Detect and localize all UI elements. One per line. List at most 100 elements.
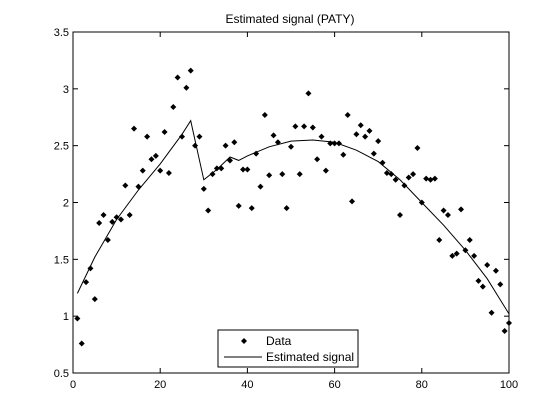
plot-layer [74, 67, 512, 347]
x-tick-label: 60 [328, 379, 340, 391]
x-tick-label: 0 [70, 379, 76, 391]
data-point [209, 171, 216, 178]
data-point [458, 206, 465, 213]
x-tick-label: 40 [241, 379, 253, 391]
data-point [431, 175, 438, 182]
plot-area [73, 32, 509, 373]
data-point [466, 237, 473, 244]
data-point [165, 169, 172, 176]
legend: Data Estimated signal [217, 329, 359, 368]
data-point [257, 183, 264, 190]
data-point [353, 131, 360, 138]
data-point [152, 152, 159, 159]
data-point [157, 167, 164, 174]
data-point [213, 165, 220, 172]
data-point [148, 156, 155, 163]
data-point [340, 151, 347, 158]
data-point [375, 138, 382, 145]
y-tick-label: 1.5 [54, 254, 69, 266]
data-point [397, 212, 403, 219]
data-point [83, 279, 90, 286]
data-point [296, 171, 303, 178]
data-point [344, 111, 351, 118]
data-point [288, 143, 294, 150]
data-point [301, 123, 308, 130]
data-point [205, 207, 212, 214]
x-tick-label: 20 [154, 379, 166, 391]
data-point [484, 262, 491, 269]
plot-frame [72, 31, 510, 374]
data-point [170, 104, 177, 111]
data-point [309, 124, 316, 131]
data-point [318, 133, 325, 140]
data-point [122, 182, 129, 189]
legend-label-estimated-signal: Estimated signal [266, 350, 354, 364]
y-tick-label: 2 [63, 198, 69, 210]
data-point [100, 212, 107, 219]
data-point [497, 281, 504, 288]
data-point [427, 176, 434, 183]
y-tick-label: 2.5 [54, 141, 69, 153]
axis-ticks: 0 20 40 60 80 100 0.5 1 1.5 2 2.5 3 3.5 [54, 27, 518, 391]
data-point [292, 123, 299, 130]
data-point [261, 111, 268, 118]
data-point [161, 129, 168, 136]
data-point [423, 175, 430, 182]
data-point [401, 182, 408, 189]
data-point [283, 205, 290, 212]
data-point [174, 74, 181, 81]
data-point [240, 166, 247, 173]
data-point [322, 167, 329, 174]
data-point [383, 169, 390, 176]
data-point [196, 133, 203, 140]
y-tick-label: 0.5 [54, 368, 69, 380]
data-point [492, 267, 499, 274]
data-point [410, 171, 417, 178]
y-tick-label: 1 [63, 311, 69, 323]
data-point [370, 150, 377, 157]
data-point [117, 216, 124, 223]
data-point [91, 296, 98, 303]
y-tick-label: 3 [63, 84, 69, 96]
data-point [405, 174, 412, 181]
data-point [139, 167, 146, 174]
data-point [231, 139, 238, 146]
data-point [475, 277, 482, 284]
legend-box [217, 329, 359, 368]
data-point [362, 133, 369, 140]
data-point [305, 90, 312, 97]
data-point [109, 218, 116, 225]
data-point [131, 125, 138, 132]
data-point [479, 283, 486, 290]
data-point [488, 309, 495, 316]
data-point [78, 340, 85, 347]
data-point [126, 212, 133, 219]
series-line-estimated-signal [76, 119, 510, 315]
legend-label-data: Data [266, 334, 292, 348]
data-point [366, 127, 373, 134]
data-point [235, 202, 242, 209]
data-point [436, 237, 443, 244]
data-point [279, 171, 286, 178]
data-point [357, 122, 364, 129]
data-point [314, 156, 321, 163]
y-tick-label: 3.5 [54, 27, 69, 39]
data-point [179, 133, 185, 140]
data-point [187, 67, 194, 74]
data-point [453, 250, 460, 257]
data-point [471, 252, 478, 259]
data-point [349, 198, 356, 205]
data-point [388, 171, 395, 178]
data-point [392, 176, 399, 183]
data-point [222, 142, 229, 149]
data-point [501, 327, 508, 334]
data-point [200, 185, 207, 192]
data-point [248, 205, 255, 212]
x-tick-label: 80 [416, 379, 428, 391]
data-point [183, 84, 190, 91]
data-point [113, 214, 120, 221]
data-point [449, 252, 456, 259]
data-point [244, 166, 251, 173]
x-tick-label: 100 [500, 379, 518, 391]
